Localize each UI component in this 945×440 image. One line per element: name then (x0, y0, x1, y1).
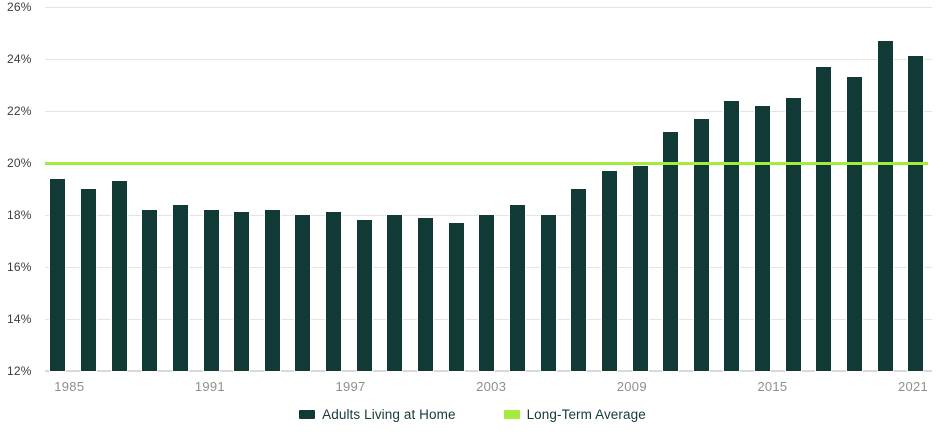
bar (663, 131, 679, 371)
bar (571, 189, 587, 371)
bar (264, 209, 280, 371)
y-axis-tick-label: 20% (7, 156, 32, 170)
legend-label-adults-living-at-home: Adults Living at Home (322, 407, 456, 422)
bar (877, 40, 893, 371)
x-axis-tick-label: 1991 (194, 379, 225, 394)
plot-area (45, 7, 932, 372)
bar (785, 98, 801, 371)
gridline (45, 111, 932, 112)
bar (295, 215, 311, 371)
y-axis-tick-label: 12% (7, 364, 32, 378)
bar (632, 165, 648, 371)
bar (142, 209, 158, 371)
y-axis-tick-label: 18% (7, 208, 32, 222)
bar-series-swatch-icon (299, 410, 316, 419)
bar (448, 222, 464, 371)
bar (418, 217, 433, 371)
bar (234, 212, 250, 371)
legend: Adults Living at Home Long-Term Average (0, 407, 945, 422)
bar (50, 178, 66, 371)
bar (387, 215, 403, 371)
bar (540, 215, 556, 371)
bar (724, 100, 740, 371)
gridline (45, 59, 932, 60)
y-axis-tick-label: 24% (7, 52, 32, 66)
bar (816, 66, 832, 371)
long-term-average-line (45, 161, 928, 165)
x-axis-tick-label: 2015 (757, 379, 788, 394)
y-axis-tick-label: 22% (7, 104, 32, 118)
bar (111, 181, 127, 371)
x-axis-baseline (45, 370, 932, 372)
x-axis-tick-label: 2009 (616, 379, 647, 394)
x-axis-tick-label: 2003 (476, 379, 507, 394)
bar (172, 204, 188, 371)
bar (847, 77, 862, 371)
x-axis-tick-label: 1985 (54, 379, 85, 394)
bar (80, 189, 96, 371)
bar (509, 204, 525, 371)
bar (693, 118, 709, 371)
y-axis-tick-label: 16% (7, 260, 32, 274)
bar (479, 215, 495, 371)
bar (326, 212, 342, 371)
bar (601, 170, 617, 371)
average-line-swatch-icon (503, 410, 520, 419)
bar (908, 56, 924, 371)
x-axis-tick-label: 1997 (335, 379, 366, 394)
legend-item-adults-living-at-home: Adults Living at Home (299, 407, 455, 422)
bar (755, 105, 771, 371)
y-axis-tick-label: 14% (7, 312, 32, 326)
y-axis-tick-label: 26% (7, 0, 32, 14)
bar (203, 209, 219, 371)
bar (356, 220, 372, 371)
legend-label-long-term-average: Long-Term Average (526, 407, 646, 422)
x-axis-tick-label: 2021 (897, 379, 929, 394)
legend-item-long-term-average: Long-Term Average (503, 407, 646, 422)
gridline (45, 7, 932, 8)
